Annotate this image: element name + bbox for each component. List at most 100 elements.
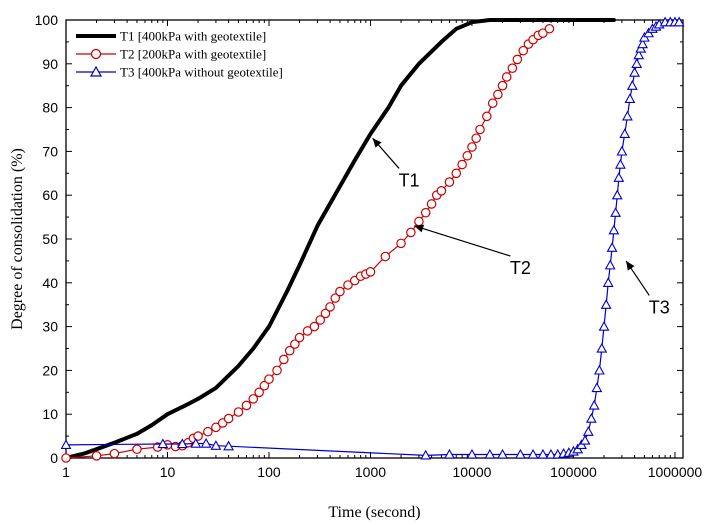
series-3-point — [60, 439, 72, 450]
series-3-point — [673, 16, 685, 27]
series-2-point — [497, 80, 508, 91]
series-2-point — [501, 72, 512, 82]
x-tick-label: 1000000 — [648, 464, 703, 480]
series-3-point — [223, 440, 235, 451]
series-3-point — [545, 448, 557, 459]
series-2-point — [61, 453, 71, 463]
series-2-point — [380, 251, 391, 262]
legend-marker-triangle — [89, 65, 103, 77]
series-2-point — [91, 451, 102, 461]
annotation-arrowhead — [626, 260, 635, 271]
series-2-point — [507, 63, 518, 73]
series-2-point — [325, 302, 335, 312]
legend: T1 [400kPa with geotextile] T2 [200kPa wi… — [76, 29, 283, 80]
series-3-point — [600, 299, 612, 309]
annotation-label: T3 — [649, 297, 670, 317]
series-3-point — [621, 110, 633, 121]
series-2-point — [320, 308, 331, 319]
series-3-point — [176, 438, 188, 449]
series-2-point — [264, 374, 274, 384]
y-tick-label: 10 — [42, 406, 58, 422]
y-tick-label: 70 — [42, 143, 58, 159]
legend-label: T3 [400kPa without geotextile] — [120, 65, 283, 80]
y-tick-label: 60 — [42, 187, 58, 203]
series-3-point — [157, 438, 169, 449]
x-axis-title: Time (second) — [328, 504, 420, 521]
annotation-arrowhead — [372, 138, 382, 148]
series-2-point — [259, 380, 270, 391]
y-tick-label: 0 — [50, 450, 58, 466]
legend-marker-circle — [90, 48, 102, 60]
series-3-point — [613, 172, 625, 182]
series-3-point — [606, 242, 618, 252]
series-3-point — [614, 158, 626, 169]
series-2-point — [475, 124, 485, 135]
series-2-point — [457, 159, 467, 170]
x-tick-label: 10000 — [453, 464, 492, 480]
series-3-point — [626, 80, 638, 90]
annotations-layer: T1 T2 T3 — [372, 137, 670, 317]
series-3-point — [514, 448, 526, 459]
series-2-point — [482, 111, 492, 122]
x-tick-label: 1 — [62, 464, 70, 480]
series-2-point — [406, 227, 416, 238]
series-2-point — [462, 150, 473, 161]
series-2-point — [493, 89, 503, 100]
y-tick-label: 50 — [42, 231, 58, 247]
legend-item-1: T1 [400kPa with geotextile] — [76, 29, 266, 44]
x-tick-label: 10 — [160, 464, 176, 480]
y-axis-title: Degree of consolidation (%) — [9, 148, 26, 330]
series-3-point — [579, 434, 591, 445]
series-layer — [60, 16, 685, 463]
series-2-point — [203, 426, 213, 437]
series-3-point — [497, 448, 508, 459]
legend-item-3: T3 [400kPa without geotextile] — [76, 65, 283, 80]
series-3-point — [596, 342, 608, 353]
annotation-label: T2 — [510, 258, 531, 278]
series-3-point — [598, 320, 610, 331]
series-2-point — [211, 422, 221, 433]
series-3-point — [631, 58, 643, 68]
series-3-point — [629, 66, 641, 77]
series-3-point — [611, 189, 623, 200]
series-2-point — [365, 267, 376, 277]
series-3-point — [608, 224, 620, 235]
series-3-point — [466, 448, 478, 459]
series-3-line — [65, 21, 680, 456]
series-2-point — [544, 23, 555, 34]
series-2-point — [279, 354, 289, 365]
plot-frame — [65, 19, 684, 459]
series-3-point — [582, 426, 594, 436]
series-3-point — [190, 437, 202, 448]
series-3-point — [210, 440, 222, 450]
annotation-arrow-line — [414, 225, 511, 257]
series-3-point — [527, 448, 539, 459]
series-2-point — [290, 339, 300, 349]
series-3-point — [633, 49, 645, 60]
series-2-point — [426, 199, 437, 209]
series-3-point — [619, 128, 631, 139]
y-tick-label: 90 — [42, 56, 58, 72]
annotation-T2: T2 — [414, 224, 531, 278]
series-3-point — [484, 448, 496, 459]
series-3-point — [420, 449, 432, 460]
series-3-point — [593, 364, 605, 375]
series-2-point — [518, 45, 529, 56]
series-2-point — [512, 54, 523, 65]
annotation-arrowhead — [414, 224, 425, 233]
series-3-point — [444, 448, 455, 459]
series-3-point — [602, 277, 614, 287]
series-3-point — [588, 399, 600, 410]
series-2-point — [302, 326, 313, 336]
series-2-point — [272, 365, 282, 376]
series-2-point — [467, 142, 477, 152]
x-tick-label: 100 — [257, 464, 281, 480]
series-2-point — [309, 321, 320, 332]
annotation-T3: T3 — [625, 260, 670, 317]
series-2-point — [414, 216, 424, 227]
y-tick-label: 100 — [35, 12, 59, 28]
series-1-line — [64, 18, 616, 460]
annotation-T1: T1 — [372, 137, 420, 190]
series-2-point — [436, 186, 447, 196]
